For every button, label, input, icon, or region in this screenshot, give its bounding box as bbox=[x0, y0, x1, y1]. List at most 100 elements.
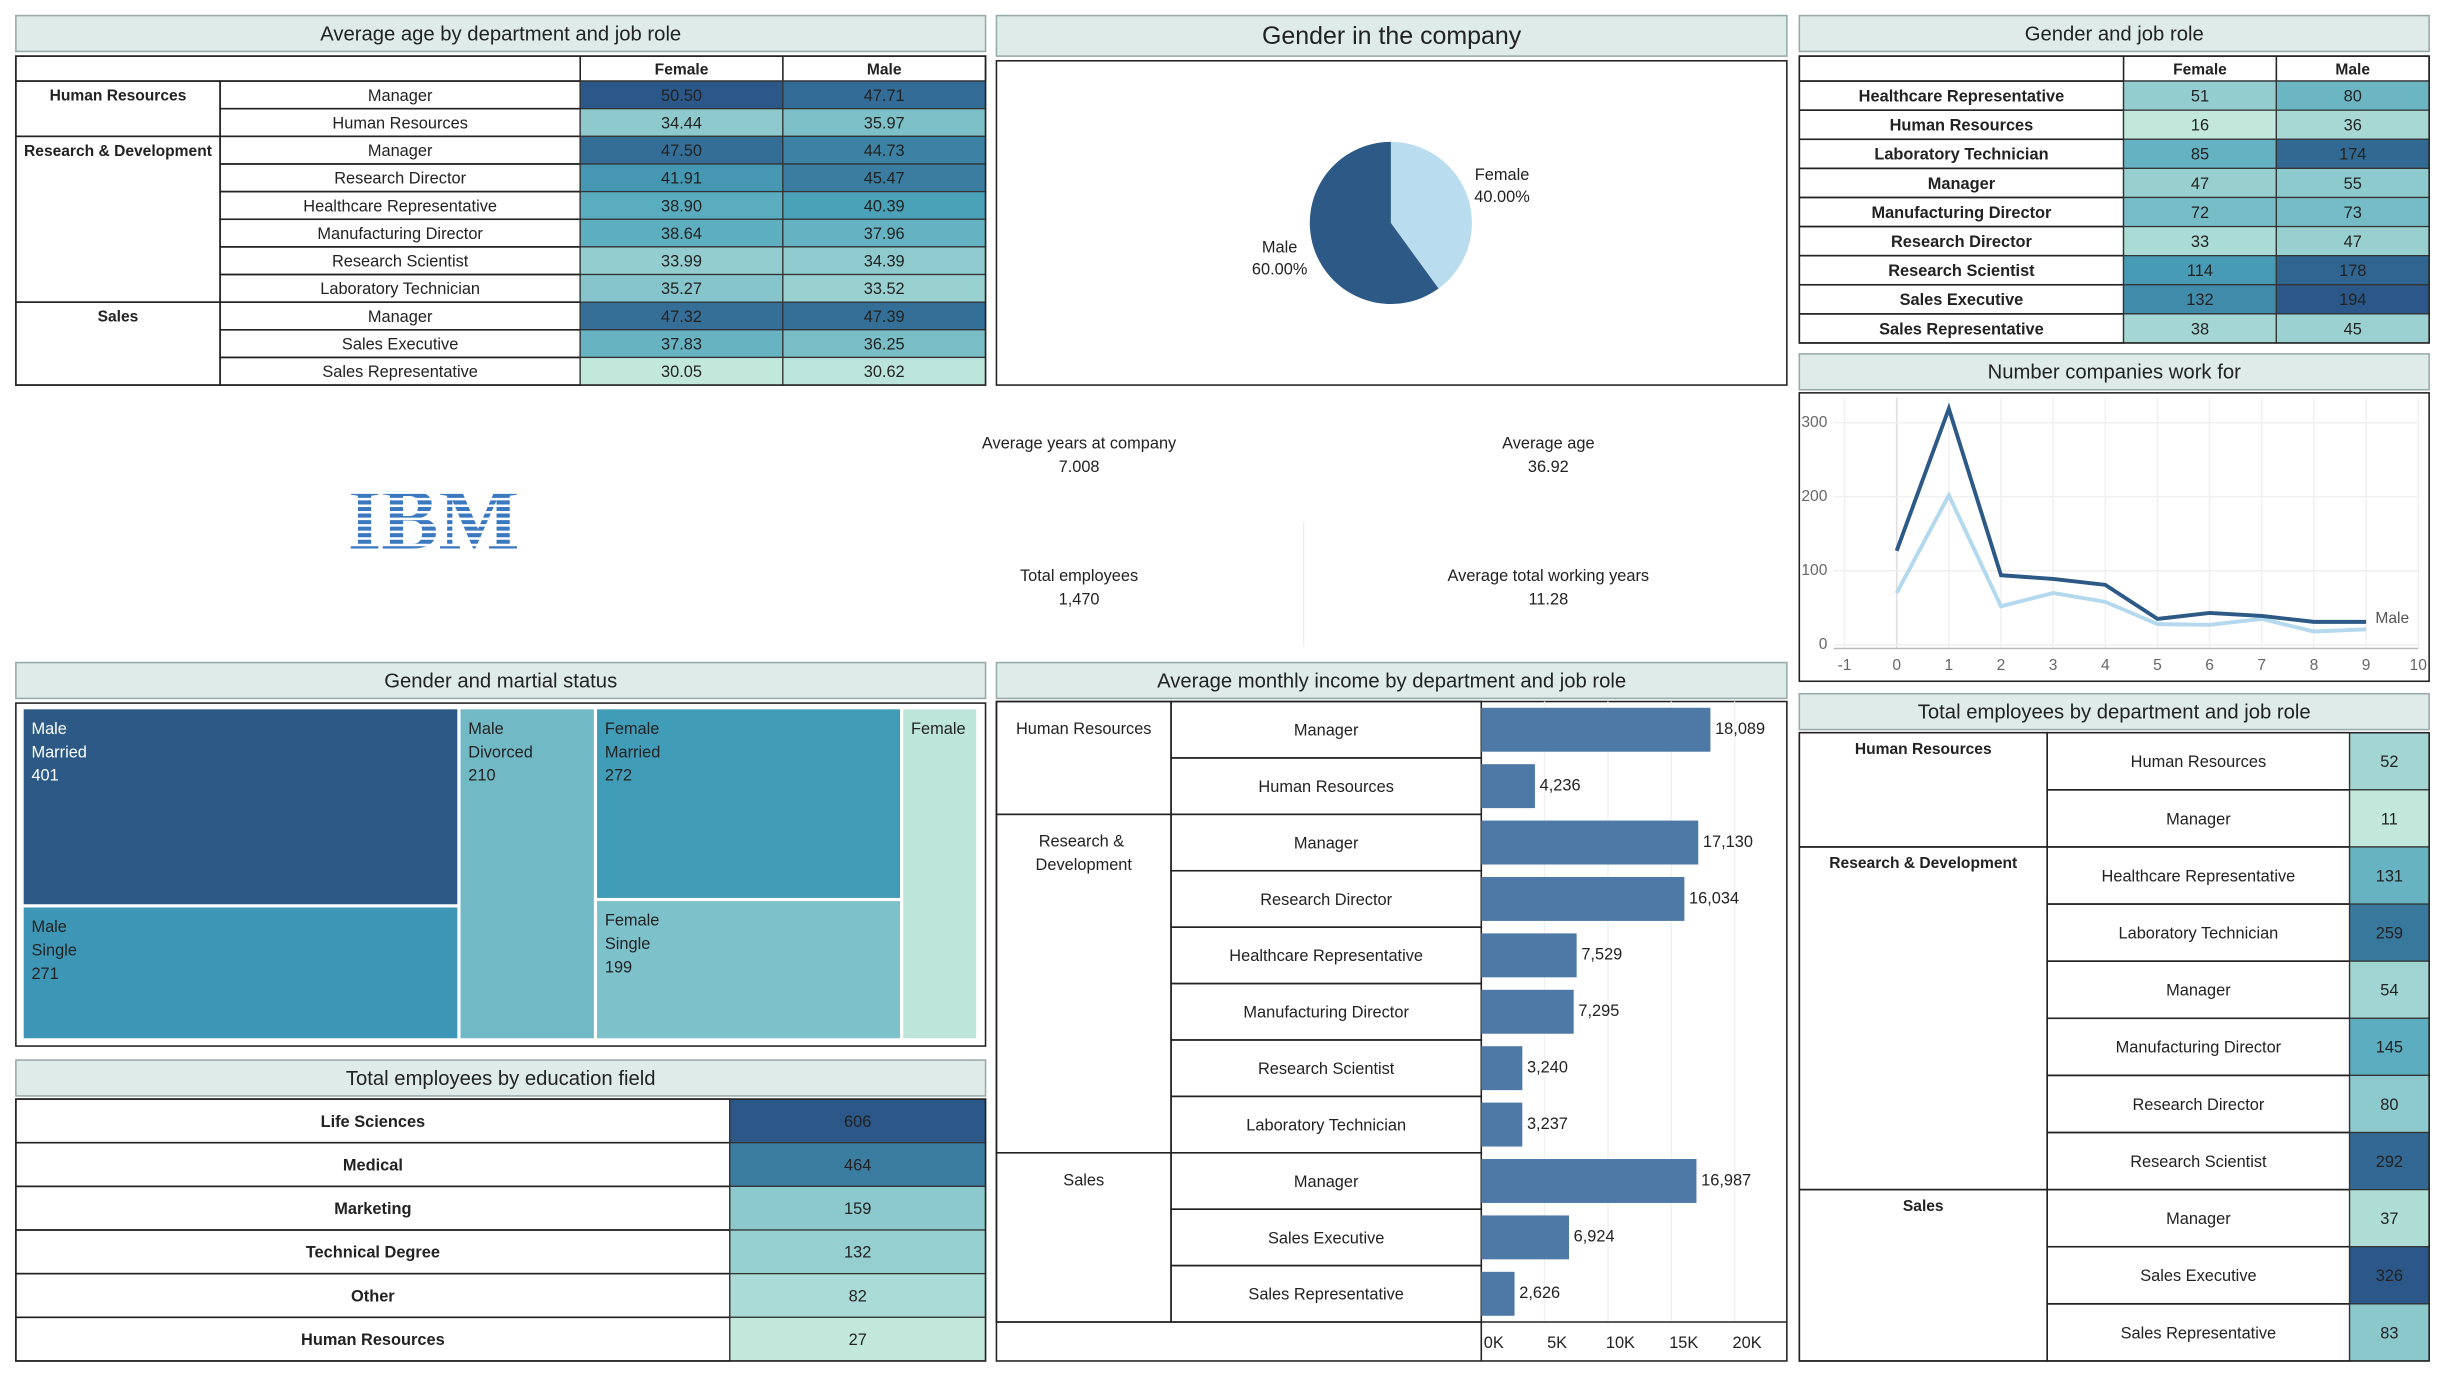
value-label: 16,987 bbox=[1701, 1171, 1751, 1189]
row-label: Laboratory Technician bbox=[2119, 924, 2279, 942]
table-border bbox=[1798, 55, 2430, 344]
panel-title: Gender and job role bbox=[2025, 23, 2204, 45]
panel-title: Total employees by education field bbox=[346, 1068, 656, 1090]
cell-value: 11 bbox=[2381, 810, 2398, 828]
cell-value: 45 bbox=[2344, 320, 2362, 338]
column-header: Male bbox=[867, 61, 902, 78]
panel-title: Total employees by department and job ro… bbox=[1918, 702, 2311, 724]
cell-value: 401 bbox=[31, 767, 58, 785]
cell-value: 47.50 bbox=[661, 142, 702, 160]
kpi-value: 1,470 bbox=[1059, 591, 1100, 609]
y-tick-label: 100 bbox=[1801, 562, 1827, 579]
cell-value: 44.73 bbox=[864, 142, 905, 160]
bar bbox=[1481, 1215, 1569, 1260]
table-border bbox=[15, 55, 987, 386]
row-label: Manager bbox=[1928, 175, 1996, 193]
y-tick-label: 200 bbox=[1801, 488, 1827, 505]
slice-label: Female bbox=[1475, 166, 1530, 184]
heat-cell bbox=[729, 1229, 987, 1275]
row-label: Manufacturing Director bbox=[317, 225, 483, 243]
cell-value: 174 bbox=[2339, 146, 2366, 164]
row-label: Manager bbox=[1294, 1173, 1359, 1191]
heat-cell bbox=[2122, 225, 2277, 257]
department-label: Sales bbox=[1063, 1171, 1104, 1189]
treemap-cell bbox=[593, 706, 904, 902]
row-label: Sales Representative bbox=[322, 363, 478, 381]
x-tick-label: 8 bbox=[2310, 657, 2319, 674]
department-label: Sales bbox=[98, 309, 139, 326]
x-tick-label: 5K bbox=[1547, 1334, 1567, 1352]
kpi-label: Average years at company bbox=[982, 435, 1177, 453]
cell-value: 52 bbox=[2380, 753, 2398, 771]
heat-cell bbox=[2122, 138, 2277, 169]
value-label: 7,529 bbox=[1581, 946, 1622, 964]
cell-value: 72 bbox=[2191, 204, 2209, 222]
x-tick-label: 7 bbox=[2257, 657, 2266, 674]
heat-cell bbox=[579, 301, 784, 331]
y-tick-label: 300 bbox=[1801, 414, 1827, 431]
cell-value: 35.27 bbox=[661, 280, 702, 298]
title-bar bbox=[995, 661, 1788, 700]
row-label: Research Scientist bbox=[1258, 1060, 1395, 1078]
row-label: Healthcare Representative bbox=[303, 197, 497, 215]
cell-value: 55 bbox=[2344, 175, 2362, 193]
cell-value: 114 bbox=[2187, 262, 2213, 280]
cell-value: 47 bbox=[2191, 175, 2209, 193]
line-series bbox=[1894, 402, 2367, 624]
row-label: Manager bbox=[2166, 982, 2231, 1000]
x-tick-label: 4 bbox=[2101, 657, 2110, 674]
cell-value: 41.91 bbox=[661, 170, 702, 188]
title-bar bbox=[15, 1059, 987, 1097]
title-bar bbox=[15, 661, 987, 700]
cell-value: 36 bbox=[2344, 117, 2362, 135]
bar bbox=[1481, 876, 1685, 921]
heat-cell bbox=[2122, 167, 2277, 199]
row-label: Manufacturing Director bbox=[1243, 1004, 1409, 1022]
heat-cell bbox=[579, 218, 784, 248]
heat-cell bbox=[2275, 167, 2430, 199]
pie-slice bbox=[1309, 141, 1439, 304]
heat-cell bbox=[2275, 284, 2430, 315]
cell-value: 34.39 bbox=[864, 253, 905, 271]
x-tick-label: 5 bbox=[2153, 657, 2162, 674]
treemap-cell bbox=[20, 904, 461, 1042]
department-label: Research & Development bbox=[1829, 855, 2017, 872]
x-tick-label: 15K bbox=[1669, 1334, 1698, 1352]
cell-value: 30.62 bbox=[864, 363, 905, 381]
row-label: Laboratory Technician bbox=[1874, 146, 2048, 164]
row-label: Sales Executive bbox=[1268, 1229, 1384, 1247]
x-tick-label: 2 bbox=[1997, 657, 2006, 674]
panel-title: Number companies work for bbox=[1988, 362, 2241, 384]
cell-value: 132 bbox=[2186, 291, 2213, 309]
row-label: Laboratory Technician bbox=[1246, 1116, 1406, 1134]
department-cell bbox=[995, 700, 1172, 816]
cell-status: Married bbox=[31, 743, 86, 761]
row-label: Manager bbox=[368, 142, 433, 160]
column-header: Female bbox=[2173, 61, 2227, 78]
heat-cell bbox=[782, 218, 987, 248]
y-tick-label: 0 bbox=[1819, 636, 1828, 653]
department-cell bbox=[15, 135, 221, 303]
kpi-label: Average age bbox=[1502, 435, 1594, 453]
row-label: Research Scientist bbox=[1888, 262, 2035, 280]
row-label: Healthcare Representative bbox=[2102, 867, 2296, 885]
panel-title: Gender in the company bbox=[1262, 22, 1522, 50]
heat-cell bbox=[2349, 960, 2430, 1019]
cell-value: 45.47 bbox=[864, 170, 905, 188]
cell-value: 34.44 bbox=[661, 114, 702, 132]
cell-value: 606 bbox=[844, 1113, 871, 1131]
heat-cell bbox=[2349, 1246, 2430, 1305]
heat-cell bbox=[2349, 1303, 2430, 1362]
cell-gender: Female bbox=[605, 912, 660, 930]
kpi-value: 36.92 bbox=[1528, 458, 1569, 476]
cell-status: Divorced bbox=[468, 743, 533, 761]
bar bbox=[1481, 1102, 1523, 1147]
row-label: Research Scientist bbox=[332, 253, 469, 271]
table-border bbox=[1798, 731, 2430, 1362]
department-cell bbox=[1798, 846, 2048, 1191]
x-tick-label: -1 bbox=[1838, 657, 1852, 674]
bar bbox=[1481, 1046, 1523, 1091]
value-label: 17,130 bbox=[1703, 833, 1753, 851]
row-label: Human Resources bbox=[2131, 753, 2266, 771]
